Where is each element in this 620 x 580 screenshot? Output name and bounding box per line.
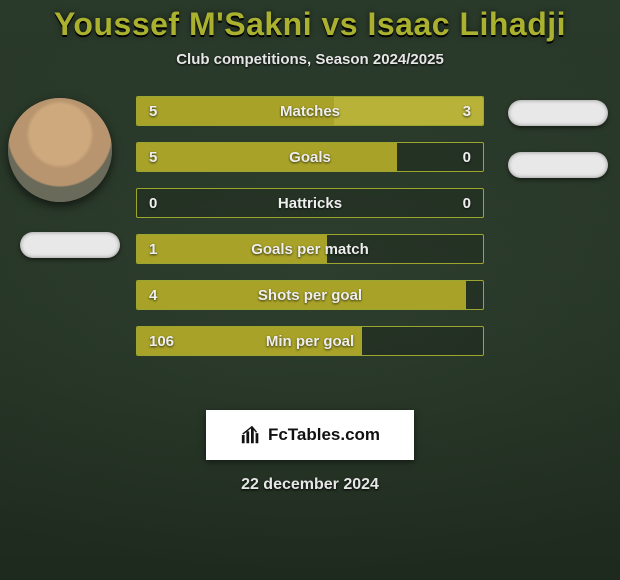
bars-icon — [240, 424, 262, 446]
player-left-flag-icon — [20, 232, 120, 258]
avatar-placeholder-icon — [8, 98, 112, 202]
watermark: FcTables.com — [206, 410, 414, 460]
watermark-text: FcTables.com — [268, 425, 380, 445]
player-right-flag-icon — [508, 100, 608, 126]
player-left-avatar — [8, 98, 112, 202]
stat-row: 106Min per goal — [136, 326, 484, 356]
stat-row: 4Shots per goal — [136, 280, 484, 310]
stat-row: 50Goals — [136, 142, 484, 172]
stat-label: Goals per match — [137, 235, 483, 263]
stat-label: Shots per goal — [137, 281, 483, 309]
stat-row: 1Goals per match — [136, 234, 484, 264]
stat-label: Matches — [137, 97, 483, 125]
stat-label: Hattricks — [137, 189, 483, 217]
stat-label: Goals — [137, 143, 483, 171]
stat-row: 00Hattricks — [136, 188, 484, 218]
comparison-area: 53Matches 50Goals 00Hattricks 1Goals per ma… — [0, 96, 620, 396]
player-right-flag2-icon — [508, 152, 608, 178]
date-label: 22 december 2024 — [241, 476, 379, 494]
stat-label: Min per goal — [137, 327, 483, 355]
page-title: Youssef M'Sakni vs Isaac Lihadji — [54, 6, 566, 43]
page-subtitle: Club competitions, Season 2024/2025 — [176, 51, 444, 68]
stat-bars: 53Matches 50Goals 00Hattricks 1Goals per ma… — [136, 96, 484, 356]
stat-row: 53Matches — [136, 96, 484, 126]
